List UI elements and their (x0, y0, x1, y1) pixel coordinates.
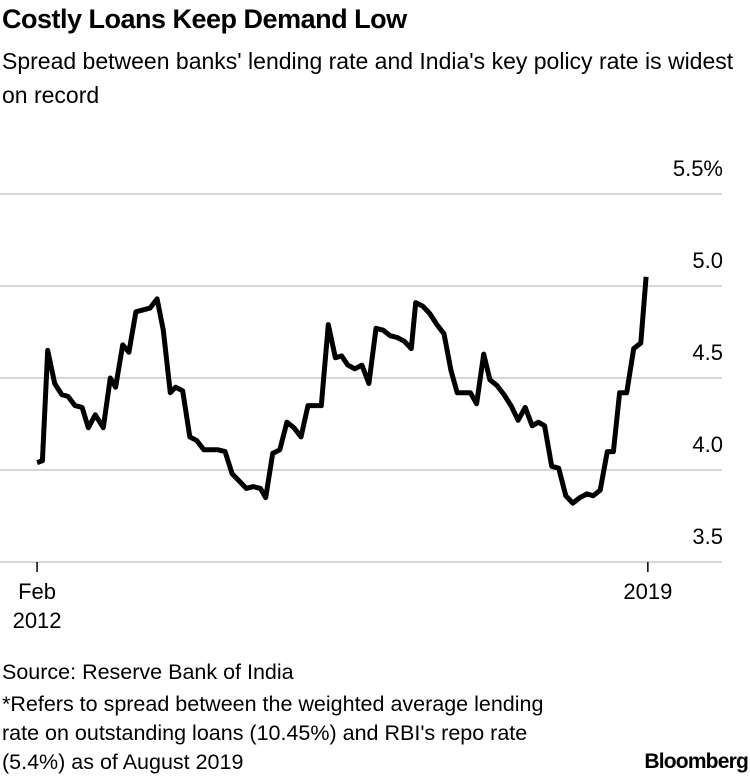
source: Source: Reserve Bank of India (2, 660, 294, 684)
x-tick-label: 2019 (623, 579, 673, 604)
y-tick-label: 4.5 (692, 340, 723, 365)
y-tick-label: 5.5% (673, 156, 723, 181)
data-line (36, 276, 649, 506)
chart-subtitle: Spread between banks' lending rate and I… (2, 48, 734, 108)
y-tick-label: 3.5 (692, 524, 723, 549)
x-tick-label: Feb 2012 (12, 579, 62, 633)
chart-title: Costly Loans Keep Demand Low (2, 4, 407, 34)
y-tick-label: 4.0 (692, 432, 723, 457)
footnote: *Refers to spread between the weighted a… (2, 692, 544, 774)
logo: Bloomberg (644, 750, 748, 773)
y-tick-label: 5.0 (692, 248, 723, 273)
